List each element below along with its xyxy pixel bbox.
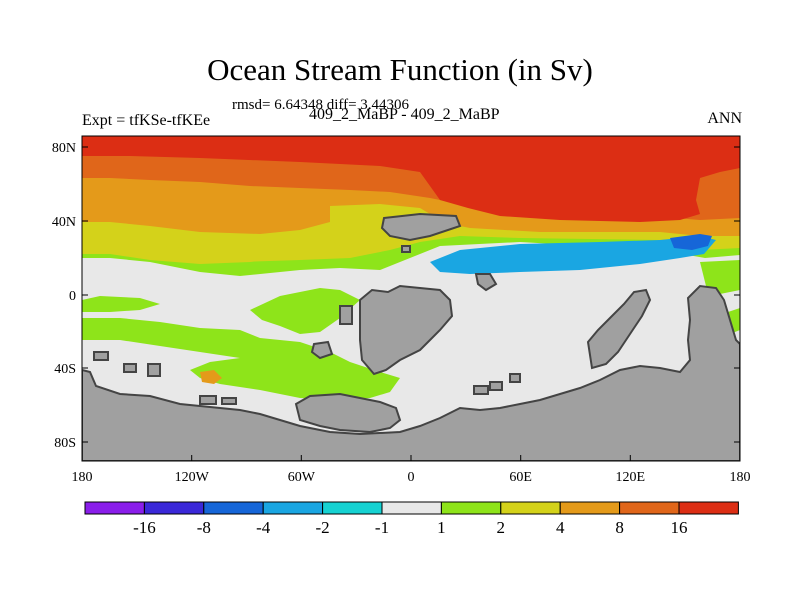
land-antarctica	[82, 284, 740, 461]
fill-red-top	[82, 136, 740, 150]
colorbar-label-0: -16	[133, 518, 156, 537]
fill-green-tropics	[250, 288, 360, 334]
lon-ticks	[81, 455, 741, 461]
colorbar-box-7	[500, 501, 561, 515]
fill-green-southwest	[82, 296, 160, 312]
colorbar: -16 -8 -4 -2 -1 1 2 4 8 16	[84, 501, 739, 537]
land-south-america	[294, 392, 402, 434]
colorbar-label-9: 16	[671, 518, 688, 537]
colorbar-label-1: -8	[197, 518, 211, 537]
lon-label-180w: 180	[72, 470, 93, 485]
colorbar-box-5	[381, 501, 442, 515]
comparison-subtitle: 409_2_MaBP - 409_2_MaBP	[309, 106, 500, 123]
lon-label-60w: 60W	[288, 470, 316, 485]
land-north-atlantic	[380, 212, 462, 242]
land-africa	[359, 284, 454, 376]
fill-blue-north	[670, 234, 712, 250]
lon-label-120e: 120E	[616, 470, 646, 485]
colorbar-label-5: 1	[437, 518, 446, 537]
colorbar-box-6	[440, 501, 502, 515]
lat-label-80s: 80S	[54, 436, 76, 451]
lat-label-0: 0	[69, 289, 76, 304]
colorbar-box-9	[619, 501, 680, 515]
season-label: ANN	[707, 110, 742, 127]
colorbar-box-8	[559, 501, 621, 515]
experiment-label: Expt = tfKSe-tfKEe	[82, 112, 211, 129]
colorbar-box-10	[678, 501, 739, 515]
colorbar-label-6: 2	[497, 518, 506, 537]
fill-red-north	[82, 136, 740, 222]
lon-label-60e: 60E	[509, 470, 532, 485]
colorbar-label-3: -2	[316, 518, 330, 537]
lat-label-40s: 40S	[54, 362, 76, 377]
fill-green-south	[82, 318, 400, 400]
fill-lightblue-north	[430, 236, 716, 274]
land-islands	[93, 245, 521, 405]
lon-label-120w: 120W	[175, 470, 210, 485]
plot-title: Ocean Stream Function (in Sv)	[207, 52, 593, 87]
colorbar-label-7: 4	[556, 518, 565, 537]
land-south-asia	[586, 288, 652, 370]
colorbar-box-4	[322, 501, 383, 515]
lon-label-180e: 180	[730, 470, 751, 485]
lat-label-40n: 40N	[52, 215, 76, 230]
colorbar-box-2	[203, 501, 264, 515]
fill-orange-southpocket	[200, 370, 222, 384]
colorbar-box-1	[143, 501, 205, 515]
colorbar-label-4: -1	[375, 518, 389, 537]
colorbar-label-2: -4	[256, 518, 271, 537]
stats-subtitle: rmsd= 6.64348 diff= 3.44306	[232, 97, 410, 113]
land	[82, 212, 740, 461]
colorbar-label-8: 8	[615, 518, 624, 537]
lon-label-0: 0	[408, 470, 415, 485]
fill-green-east	[700, 260, 740, 294]
fill-yellow-west	[82, 238, 340, 264]
lat-ticks	[82, 146, 740, 443]
colorbar-box-0	[84, 501, 145, 515]
lat-label-80n: 80N	[52, 141, 76, 156]
colorbar-box-3	[262, 501, 324, 515]
